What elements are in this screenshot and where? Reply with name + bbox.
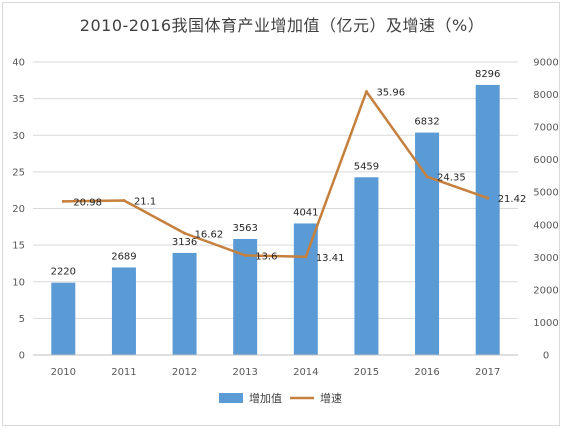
left-tick-label: 0 [19, 351, 25, 362]
bar [415, 132, 440, 355]
line-path [63, 90, 489, 259]
bar-label: 3136 [172, 237, 197, 248]
right-tick-label: 8000 [533, 90, 558, 101]
right-tick-label: 9000 [533, 58, 558, 69]
x-axis-ticks: 2010 2011 2012 2013 2014 2015 2016 2017 [33, 354, 518, 378]
left-tick-label: 35 [12, 94, 25, 105]
line-point [486, 196, 490, 200]
right-tick-label: 5000 [533, 188, 558, 199]
right-tick-label: 4000 [533, 220, 558, 231]
legend-label-line: 增速 [320, 391, 342, 405]
bar-series [51, 84, 500, 355]
legend-label-bar: 增加值 [249, 391, 282, 405]
legend-swatch-bar [219, 393, 243, 403]
right-tick-label: 3000 [533, 253, 558, 264]
line-label: 13.6 [255, 251, 277, 262]
bar-label: 2220 [51, 267, 76, 278]
x-tick-label: 2016 [414, 367, 439, 378]
bar-label: 8296 [475, 69, 500, 80]
line-label: 35.96 [376, 88, 405, 99]
x-tick-label: 2013 [232, 367, 257, 378]
left-axis-ticks: 0 5 10 15 20 25 30 35 40 [12, 58, 25, 362]
left-tick-label: 40 [12, 58, 25, 69]
right-tick-label: 2000 [533, 285, 558, 296]
bar [233, 239, 258, 355]
gridlines [33, 61, 518, 356]
x-tick-label: 2012 [172, 367, 197, 378]
left-tick-label: 5 [19, 314, 25, 325]
line-data-labels: 20.98 21.1 16.62 13.6 13.41 35.96 24.35 21.42 [73, 88, 526, 264]
bar [172, 252, 197, 355]
right-tick-label: 0 [543, 351, 549, 362]
legend: 增加值 增速 [219, 391, 342, 405]
line-point [61, 199, 65, 203]
bar [354, 177, 379, 355]
right-tick-label: 7000 [533, 123, 558, 134]
line-point [243, 253, 247, 257]
left-tick-label: 20 [12, 204, 25, 215]
left-tick-label: 30 [12, 131, 25, 142]
bar-data-labels: 2220 2689 3136 3563 4041 5459 6832 8296 [51, 69, 501, 278]
line-label: 21.1 [134, 196, 156, 207]
left-tick-label: 15 [12, 241, 25, 252]
right-tick-label: 1000 [533, 318, 558, 329]
line-label: 21.42 [498, 194, 527, 205]
line-point [304, 255, 308, 259]
line-point [183, 231, 187, 235]
right-axis-ticks: 0 1000 2000 3000 4000 5000 6000 7000 8000 9000 [533, 58, 558, 362]
x-tick-label: 2017 [475, 367, 500, 378]
line-label: 16.62 [195, 229, 224, 240]
line-label: 24.35 [437, 173, 466, 184]
chart-title: 2010-2016我国体育产业增加值（亿元）及增速（%） [79, 16, 485, 35]
bar [111, 267, 136, 355]
bar-label: 6832 [414, 117, 439, 128]
right-tick-label: 6000 [533, 155, 558, 166]
x-tick-label: 2015 [354, 367, 379, 378]
line-point [425, 175, 429, 179]
left-tick-label: 25 [12, 167, 25, 178]
x-tick-label: 2014 [293, 367, 318, 378]
line-series [61, 90, 490, 259]
bar [293, 223, 318, 355]
x-tick-label: 2011 [111, 367, 136, 378]
left-tick-label: 10 [12, 277, 25, 288]
line-point [122, 198, 126, 202]
bar-label: 4041 [293, 207, 318, 218]
line-label: 20.98 [73, 197, 102, 208]
bar [475, 84, 500, 355]
bar-label: 2689 [111, 251, 136, 262]
bar-label: 5459 [354, 161, 379, 172]
x-tick-label: 2010 [51, 367, 76, 378]
bar-label: 3563 [232, 223, 257, 234]
line-point [364, 90, 368, 94]
line-label: 13.41 [316, 253, 345, 264]
bar [51, 282, 76, 355]
